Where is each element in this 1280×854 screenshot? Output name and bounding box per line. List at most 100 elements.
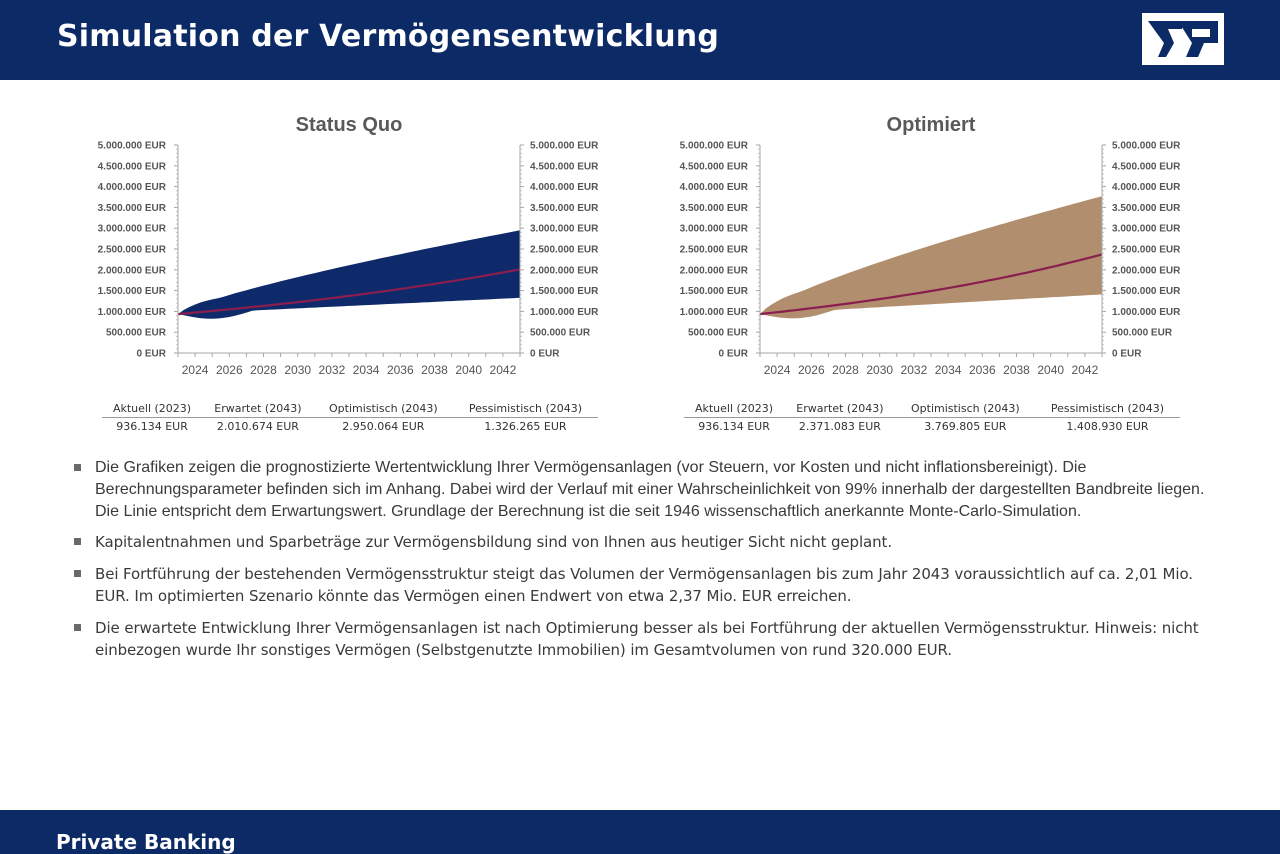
y-tick-label-left: 2.500.000 EUR: [98, 245, 167, 256]
summary-header-row: Aktuell (2023) Erwartet (2043) Optimisti…: [684, 400, 1180, 418]
y-tick-label-right: 2.500.000 EUR: [1112, 245, 1181, 256]
y-tick-label-left: 1.500.000 EUR: [680, 286, 749, 297]
chart-title: Status Quo: [296, 114, 403, 136]
y-tick-label-left: 0 EUR: [137, 349, 167, 360]
summary-value: 2.010.674 EUR: [216, 420, 299, 433]
summary-value-row: 936.134 EUR 2.010.674 EUR 2.950.064 EUR …: [102, 418, 598, 436]
bullet-text: Kapitalentnahmen und Sparbeträge zur Ver…: [95, 533, 892, 551]
bullet-text: Die erwartete Entwicklung Ihrer Vermögen…: [95, 619, 1199, 659]
x-tick-label: 2034: [935, 363, 962, 377]
x-tick-label: 2026: [216, 363, 243, 377]
summary-header: Erwartet (2043): [202, 400, 314, 418]
probability-band: [178, 230, 520, 319]
y-tick-label-left: 1.500.000 EUR: [98, 286, 167, 297]
header-bar: Simulation der Vermögensentwicklung: [0, 0, 1280, 80]
y-tick-label-left: 4.500.000 EUR: [680, 161, 749, 172]
y-tick-label-right: 0 EUR: [530, 349, 560, 360]
summary-value: 936.134 EUR: [698, 420, 770, 433]
summary-value: 2.371.083 EUR: [798, 420, 881, 433]
y-tick-label-left: 4.000.000 EUR: [98, 182, 167, 193]
y-tick-label-left: 1.000.000 EUR: [98, 307, 167, 318]
y-tick-label-left: 3.000.000 EUR: [98, 224, 167, 235]
footer-label: Private Banking: [56, 830, 236, 854]
summary-header: Aktuell (2023): [102, 400, 203, 418]
chart-optimiert: Optimiert 0 EUR 0 EUR 500.000 EUR 500.000 E…: [680, 114, 1182, 377]
x-tick-label: 2024: [182, 363, 209, 377]
x-tick-label: 2036: [387, 363, 414, 377]
y-tick-label-right: 500.000 EUR: [530, 328, 591, 339]
y-tick-label-right: 4.500.000 EUR: [530, 161, 599, 172]
y-tick-label-left: 4.000.000 EUR: [680, 182, 749, 193]
bullet-item: Die erwartete Entwicklung Ihrer Vermögen…: [72, 617, 1212, 661]
summary-header-row: Aktuell (2023) Erwartet (2043) Optimisti…: [102, 400, 598, 418]
bullet-text: Bei Fortführung der bestehenden Vermögen…: [95, 565, 1193, 605]
page-title: Simulation der Vermögensentwicklung: [57, 19, 720, 54]
y-tick-label-right: 4.000.000 EUR: [530, 182, 599, 193]
bullet-square-icon: [74, 570, 81, 577]
summary-header: Pessimistisch (2043): [452, 400, 598, 418]
y-tick-label-left: 0 EUR: [719, 349, 749, 360]
bullet-item: Kapitalentnahmen und Sparbeträge zur Ver…: [72, 531, 1212, 553]
bullet-list: Die Grafiken zeigen die prognostizierte …: [72, 457, 1212, 671]
expected-value-line: [759, 253, 1103, 316]
y-tick-label-right: 2.500.000 EUR: [530, 245, 599, 256]
summary-value: 936.134 EUR: [116, 420, 188, 433]
x-tick-label: 2038: [421, 363, 448, 377]
x-tick-label: 2036: [969, 363, 996, 377]
bullet-square-icon: [74, 624, 81, 631]
x-tick-label: 2042: [1072, 363, 1099, 377]
y-tick-label-left: 2.000.000 EUR: [98, 265, 167, 276]
y-tick-label-right: 5.000.000 EUR: [1112, 141, 1181, 152]
y-tick-label-left: 5.000.000 EUR: [680, 141, 749, 152]
y-tick-label-right: 1.000.000 EUR: [1112, 307, 1181, 318]
y-tick-label-left: 3.500.000 EUR: [98, 203, 167, 214]
summary-table-status-quo: Aktuell (2023) Erwartet (2043) Optimisti…: [102, 400, 598, 435]
y-tick-label-left: 500.000 EUR: [688, 328, 749, 339]
probability-band: [760, 196, 1102, 319]
y-tick-label-left: 3.000.000 EUR: [680, 224, 749, 235]
x-tick-label: 2026: [798, 363, 825, 377]
y-tick-label-right: 5.000.000 EUR: [530, 141, 599, 152]
bullet-item: Bei Fortführung der bestehenden Vermögen…: [72, 563, 1212, 607]
summary-value-row: 936.134 EUR 2.371.083 EUR 3.769.805 EUR …: [684, 418, 1180, 436]
y-tick-label-left: 2.500.000 EUR: [680, 245, 749, 256]
y-tick-label-left: 500.000 EUR: [106, 328, 167, 339]
summary-header: Erwartet (2043): [784, 400, 896, 418]
summary-value: 2.950.064 EUR: [342, 420, 425, 433]
x-tick-label: 2038: [1003, 363, 1030, 377]
y-tick-label-right: 3.000.000 EUR: [1112, 224, 1181, 235]
y-tick-label-right: 3.500.000 EUR: [530, 203, 599, 214]
x-tick-label: 2024: [764, 363, 791, 377]
summary-value: 1.408.930 EUR: [1066, 420, 1149, 433]
y-tick-label-left: 1.000.000 EUR: [680, 307, 749, 318]
y-tick-label-left: 3.500.000 EUR: [680, 203, 749, 214]
y-tick-label-right: 500.000 EUR: [1112, 328, 1173, 339]
x-tick-label: 2030: [866, 363, 893, 377]
y-tick-label-right: 1.500.000 EUR: [1112, 286, 1181, 297]
summary-value: 1.326.265 EUR: [484, 420, 567, 433]
x-tick-label: 2042: [490, 363, 517, 377]
summary-header: Aktuell (2023): [684, 400, 785, 418]
x-tick-label: 2032: [319, 363, 346, 377]
bullet-text: Die Grafiken zeigen die prognostizierte …: [95, 459, 1205, 520]
bullet-square-icon: [74, 538, 81, 545]
bullet-square-icon: [74, 464, 81, 471]
x-tick-label: 2028: [832, 363, 859, 377]
y-tick-label-right: 2.000.000 EUR: [530, 265, 599, 276]
y-tick-label-right: 3.000.000 EUR: [530, 224, 599, 235]
x-tick-label: 2032: [901, 363, 928, 377]
summary-header: Optimistisch (2043): [313, 400, 453, 418]
y-tick-label-right: 4.500.000 EUR: [1112, 161, 1181, 172]
x-tick-label: 2040: [455, 363, 482, 377]
summary-value: 3.769.805 EUR: [924, 420, 1007, 433]
y-tick-label-right: 2.000.000 EUR: [1112, 265, 1181, 276]
y-tick-label-left: 5.000.000 EUR: [98, 141, 167, 152]
y-tick-label-left: 2.000.000 EUR: [680, 265, 749, 276]
summary-header: Pessimistisch (2043): [1034, 400, 1180, 418]
summary-table-optimiert: Aktuell (2023) Erwartet (2043) Optimisti…: [684, 400, 1180, 435]
chart-title: Optimiert: [887, 114, 976, 136]
y-tick-label-right: 1.000.000 EUR: [530, 307, 599, 318]
bank-logo-icon: [1142, 13, 1224, 65]
x-tick-label: 2028: [250, 363, 277, 377]
x-tick-label: 2040: [1037, 363, 1064, 377]
